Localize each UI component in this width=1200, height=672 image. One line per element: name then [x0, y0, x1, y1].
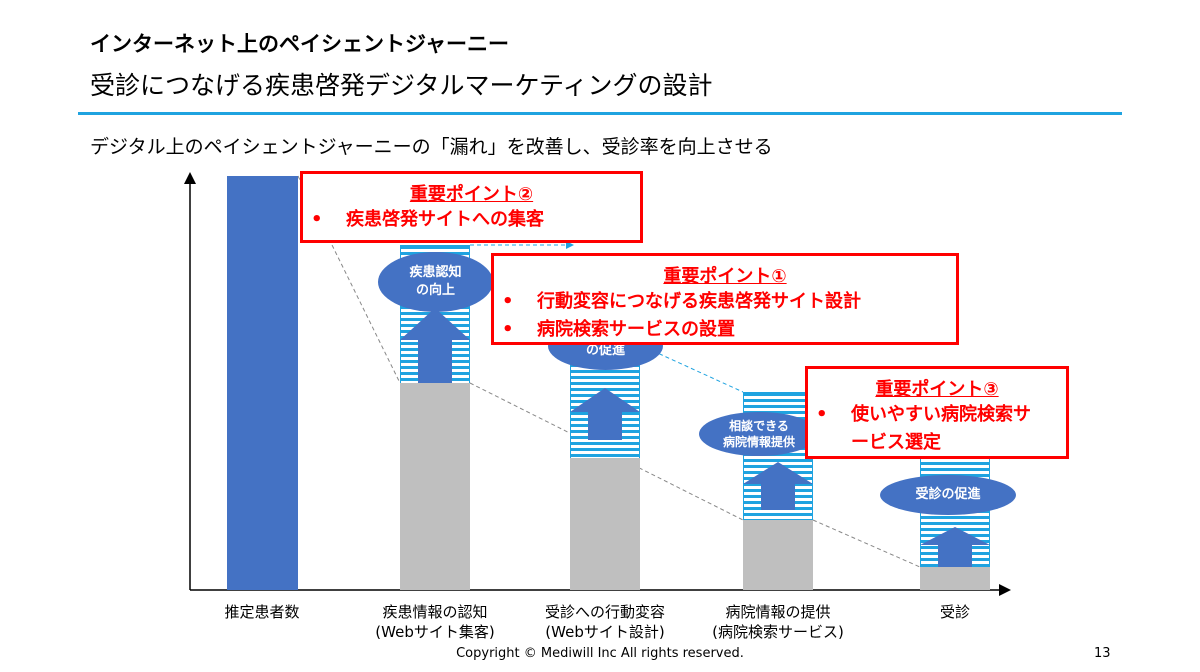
bar-awareness: [400, 383, 470, 590]
bubble-text: 受診の促進: [915, 487, 981, 502]
bubble-visit: 受診の促進: [880, 475, 1016, 515]
blue-dashed-trend: [639, 344, 744, 393]
bubble-hospital-info: 相談できる病院情報提供: [699, 412, 819, 456]
callout-point-3: 重要ポイント③ • 使いやすい病院検索サービス選定: [805, 366, 1069, 459]
bar-visit: [920, 567, 990, 590]
x-label-visit: 受診: [875, 602, 1035, 622]
x-sublabel: (Webサイト設計): [545, 623, 665, 641]
bubble-text: 疾患認知: [409, 265, 462, 280]
callout-item: 使いやすい病院検索サービス選定: [851, 404, 1031, 453]
bar-estimated-patients: [227, 176, 298, 590]
x-sublabel: (Webサイト集客): [375, 623, 495, 641]
up-arrow-icon: [920, 527, 990, 567]
up-arrow-icon: [570, 388, 640, 440]
bar-hospital-info: [743, 520, 813, 590]
callout-title: 重要ポイント①: [663, 266, 787, 287]
copyright: Copyright © Mediwill Inc All rights rese…: [456, 646, 744, 661]
bubble-awareness: 疾患認知 の向上: [378, 252, 493, 312]
title-divider: [78, 112, 1122, 115]
bubble-text: の向上: [415, 283, 455, 298]
x-label-behavior: 受診への行動変容 (Webサイト設計): [525, 602, 685, 642]
x-label: 疾患情報の認知: [382, 603, 488, 621]
x-label: 受診: [939, 603, 970, 621]
x-sublabel: (病院検索サービス): [712, 623, 844, 641]
bullet: •: [502, 291, 514, 312]
x-label: 推定患者数: [224, 603, 300, 621]
section-title: インターネット上のペイシェントジャーニー: [90, 32, 509, 56]
x-label: 受診への行動変容: [544, 603, 665, 621]
callout-item: 疾患啓発サイトへの集客: [346, 209, 544, 230]
bullet: •: [502, 319, 514, 340]
bubble-text: 病院情報提供: [722, 435, 795, 449]
x-label-awareness: 疾患情報の認知 (Webサイト集客): [355, 602, 515, 642]
up-arrow-icon: [743, 462, 813, 510]
callout-item: 病院検索サービスの設置: [537, 319, 735, 340]
x-label-hospital-info: 病院情報の提供 (病院検索サービス): [698, 602, 858, 642]
x-label: 病院情報の提供: [725, 603, 831, 621]
bubble-text: 相談できる: [729, 419, 789, 433]
bullet: •: [816, 404, 828, 425]
up-arrow-icon: [400, 308, 470, 383]
callout-point-1: 重要ポイント① • 行動変容につなげる疾患啓発サイト設計 • 病院検索サービスの設置: [491, 253, 959, 345]
bubble-text: の促進: [585, 343, 625, 358]
bar-behavior: [570, 458, 640, 590]
callout-title: 重要ポイント③: [875, 379, 999, 400]
gray-dashed-trend: [469, 382, 744, 521]
callout-item: 行動変容につなげる疾患啓発サイト設計: [537, 291, 861, 312]
page-title: 受診につなげる疾患啓発デジタルマーケティングの設計: [90, 71, 713, 100]
page-number: 13: [1094, 646, 1111, 661]
lead-text: デジタル上のペイシェントジャーニーの「漏れ」を改善し、受診率を向上させる: [90, 136, 773, 158]
gray-dashed-trend: [812, 519, 921, 568]
callout-title: 重要ポイント②: [409, 184, 534, 205]
callout-point-2: 重要ポイント② • 疾患啓発サイトへの集客: [300, 171, 643, 243]
x-label-estimated-patients: 推定患者数: [182, 602, 342, 622]
bullet: •: [311, 209, 323, 230]
